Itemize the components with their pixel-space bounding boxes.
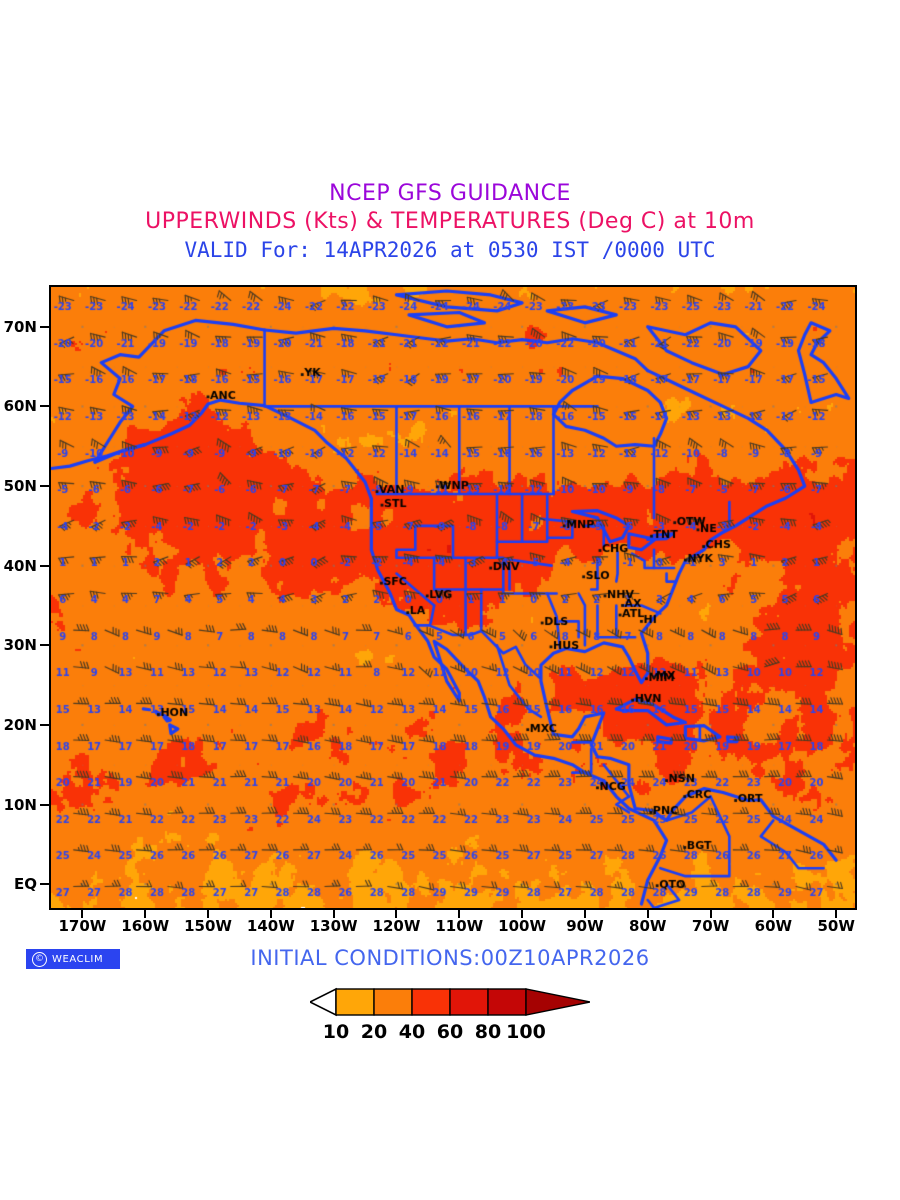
x-axis-tick (269, 910, 272, 918)
x-axis-label: 160W (121, 917, 170, 935)
x-axis-label: 120W (372, 917, 421, 935)
x-axis-label: 50W (817, 917, 855, 935)
weaclim-logo-text: WEACLIM (52, 953, 104, 965)
y-axis-tick (40, 564, 49, 567)
x-axis-tick (709, 910, 712, 918)
y-axis-label: 20N (3, 715, 37, 734)
y-axis-tick (40, 405, 49, 408)
x-axis-label: 70W (691, 917, 730, 935)
x-axis-tick (81, 910, 84, 918)
colorbar-tick-label: 20 (360, 1021, 388, 1043)
x-axis-label: 60W (754, 917, 793, 935)
y-axis-label: 50N (3, 477, 37, 496)
x-axis-tick (332, 910, 335, 918)
x-axis-label: 130W (309, 917, 358, 935)
chart-title-block: NCEP GFS GUIDANCE UPPERWINDS (Kts) & TEM… (0, 180, 900, 265)
y-axis-tick (40, 325, 49, 328)
colorbar-tick-label: 100 (506, 1021, 546, 1043)
initial-conditions-label: INITIAL CONDITIONS:00Z10APR2026 (250, 946, 650, 970)
x-axis-label: 100W (498, 917, 547, 935)
x-axis-tick (458, 910, 461, 918)
copyright-icon: © (32, 951, 47, 967)
x-axis-label: 150W (184, 917, 232, 935)
colorbar-segment (335, 988, 375, 1016)
x-axis-label: 110W (435, 917, 484, 935)
colorbar (310, 985, 590, 1019)
colorbar-tick-label: 80 (474, 1021, 502, 1043)
y-axis-tick (40, 803, 49, 806)
map-container (49, 285, 857, 910)
y-axis-label: 60N (3, 397, 37, 416)
x-axis-label: 170W (58, 917, 107, 935)
x-axis-tick (835, 910, 838, 918)
colorbar-tick-label: 40 (398, 1021, 426, 1043)
x-axis-label: 90W (566, 917, 604, 935)
colorbar-segment (411, 988, 451, 1016)
title-line-valid-time: VALID For: 14APR2026 at 0530 IST /0000 U… (184, 238, 716, 262)
colorbar-tick-labels: 10 20 40 60 80 100 (310, 1021, 590, 1045)
colorbar-segment (449, 988, 489, 1016)
y-axis-label: 30N (3, 636, 37, 655)
weaclim-logo: © WEACLIM (26, 949, 120, 969)
x-axis-tick (395, 910, 398, 918)
title-line-model: NCEP GFS GUIDANCE (329, 181, 571, 206)
map-frame (49, 285, 857, 910)
x-axis-tick (521, 910, 524, 918)
x-axis-tick (646, 910, 649, 918)
y-axis-label: 70N (3, 317, 37, 336)
y-axis-tick (40, 644, 49, 647)
y-axis-tick (40, 723, 49, 726)
title-line-variable: UPPERWINDS (Kts) & TEMPERATURES (Deg C) … (145, 209, 755, 234)
y-axis-label: EQ (14, 875, 37, 894)
x-axis-label: 80W (629, 917, 667, 935)
x-axis-tick (144, 910, 147, 918)
x-axis-tick (207, 910, 210, 918)
y-axis-label: 10N (3, 795, 37, 814)
x-axis-tick (583, 910, 586, 918)
map-plot-canvas (51, 287, 855, 908)
y-axis-label: 40N (3, 556, 37, 575)
x-axis-label: 140W (246, 917, 295, 935)
colorbar-segment (487, 988, 527, 1016)
x-axis-tick (772, 910, 775, 918)
colorbar-swatches (310, 987, 590, 1017)
colorbar-tick-label: 60 (436, 1021, 464, 1043)
y-axis-tick (40, 485, 49, 488)
y-axis-tick (40, 883, 49, 886)
colorbar-segment (373, 988, 413, 1016)
colorbar-container: 10 20 40 60 80 100 (0, 985, 900, 1045)
colorbar-tick-label: 10 (322, 1021, 350, 1043)
